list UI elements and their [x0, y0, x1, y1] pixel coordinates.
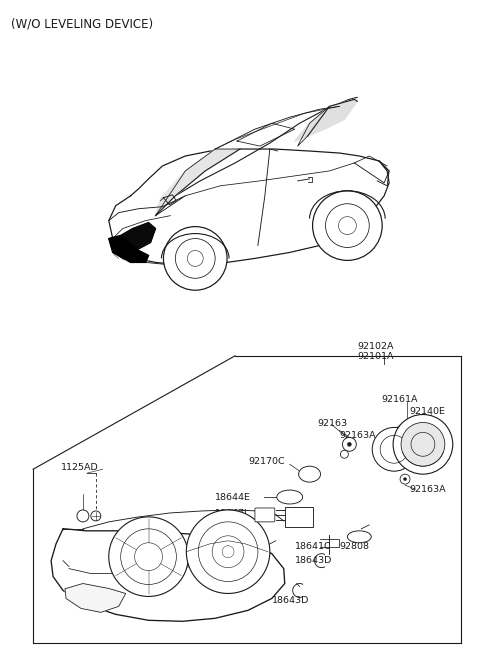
Circle shape [401, 422, 445, 467]
Text: (W/O LEVELING DEVICE): (W/O LEVELING DEVICE) [12, 18, 154, 31]
Text: 18643D: 18643D [295, 556, 332, 565]
Circle shape [372, 428, 416, 471]
FancyBboxPatch shape [255, 508, 275, 522]
Circle shape [393, 415, 453, 474]
Polygon shape [120, 222, 156, 251]
Polygon shape [109, 236, 148, 263]
Text: 92163A: 92163A [339, 431, 376, 440]
Text: 92161A: 92161A [381, 395, 418, 404]
Polygon shape [65, 584, 126, 613]
Polygon shape [156, 149, 240, 216]
Circle shape [164, 226, 227, 290]
Text: 1125AD: 1125AD [61, 463, 99, 472]
Ellipse shape [299, 467, 321, 482]
Circle shape [340, 450, 348, 458]
Circle shape [400, 474, 410, 484]
Circle shape [404, 478, 407, 480]
Text: 92170C: 92170C [248, 457, 285, 466]
Text: 92140E: 92140E [409, 407, 445, 416]
Text: 92102A: 92102A [357, 342, 394, 351]
Text: 18647J: 18647J [215, 509, 248, 519]
Circle shape [312, 191, 382, 261]
Circle shape [91, 511, 101, 521]
Text: 18643D: 18643D [272, 596, 309, 605]
Text: 92163: 92163 [318, 419, 348, 428]
Circle shape [109, 517, 188, 596]
Circle shape [348, 442, 351, 446]
Text: 18641C: 18641C [295, 542, 331, 551]
Bar [285, 507, 312, 527]
Ellipse shape [348, 531, 371, 543]
Text: 92101A: 92101A [357, 352, 394, 361]
Text: 92808: 92808 [339, 542, 370, 551]
Polygon shape [295, 99, 357, 141]
Ellipse shape [277, 490, 302, 504]
Circle shape [342, 438, 356, 451]
Text: 92163A: 92163A [409, 484, 445, 494]
Circle shape [77, 510, 89, 522]
Circle shape [186, 510, 270, 594]
Text: 18644E: 18644E [215, 493, 251, 501]
